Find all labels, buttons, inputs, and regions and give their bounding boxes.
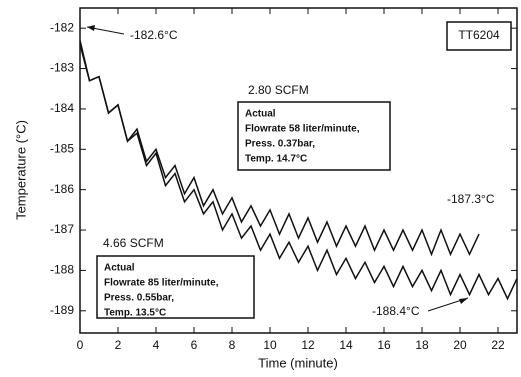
y-tick-label: -184 [50, 101, 74, 115]
y-tick-label: -187 [50, 222, 74, 236]
x-tick-label: 8 [229, 338, 236, 352]
note-box [96, 255, 255, 319]
y-tick-label: -183 [50, 61, 74, 75]
annotation: -182.6°C [130, 28, 178, 42]
annotation: -188.4°C [372, 304, 420, 318]
x-tick-label: 2 [115, 338, 122, 352]
note-line: Actual [245, 109, 276, 120]
note-line: Actual [104, 263, 135, 274]
x-tick-label: 4 [153, 338, 160, 352]
x-axis-label: Time (minute) [258, 355, 338, 370]
annotation: -187.3°C [447, 192, 495, 206]
x-tick-label: 12 [301, 338, 315, 352]
note-line: Press. 0.37bar, [245, 139, 315, 150]
arrowhead [87, 25, 95, 31]
series-label: 4.66 SCFM [103, 236, 164, 250]
arrowhead [459, 298, 468, 304]
y-tick-label: -186 [50, 182, 74, 196]
series-line [79, 44, 480, 257]
note-line: Flowrate 58 liter/minute, [245, 124, 360, 135]
note-box [237, 101, 391, 171]
note-line: Temp. 13.5°C [104, 308, 166, 319]
y-tick-label: -182 [50, 20, 74, 34]
y-axis-label: Temperature (°C) [13, 120, 28, 220]
x-tick-label: 10 [263, 338, 277, 352]
note-line: Press. 0.55bar, [104, 293, 174, 304]
y-tick-label: -188 [50, 263, 74, 277]
x-tick-label: 22 [491, 338, 505, 352]
x-tick-label: 18 [415, 338, 429, 352]
series-label: 2.80 SCFM [248, 83, 309, 97]
series-line [79, 40, 518, 301]
y-tick-label: -185 [50, 141, 74, 155]
tag-label: TT6204 [458, 28, 500, 42]
x-tick-label: 14 [339, 338, 353, 352]
x-tick-label: 6 [191, 338, 198, 352]
x-tick-label: 16 [377, 338, 391, 352]
x-tick-label: 20 [453, 338, 467, 352]
x-tick-label: 0 [77, 338, 84, 352]
y-tick-label: -189 [50, 303, 74, 317]
tag-box [446, 21, 512, 51]
note-line: Flowrate 85 liter/minute, [104, 278, 219, 289]
note-line: Temp. 14.7°C [245, 154, 307, 165]
